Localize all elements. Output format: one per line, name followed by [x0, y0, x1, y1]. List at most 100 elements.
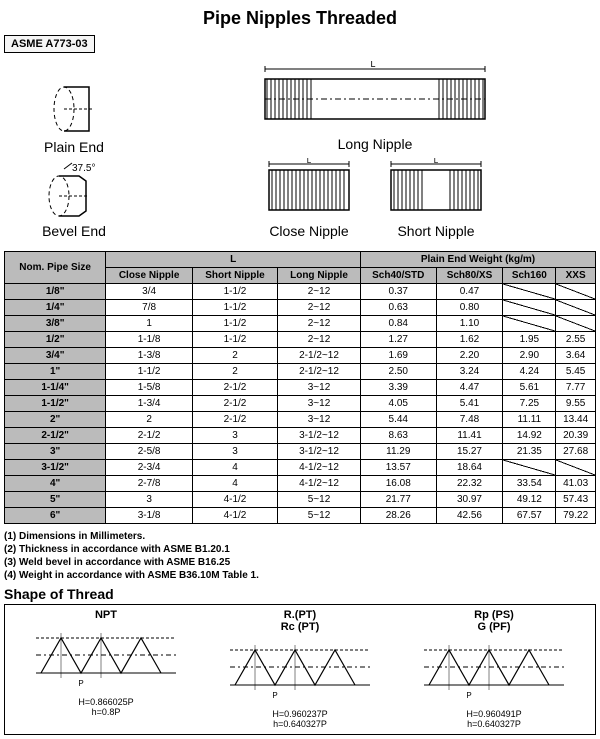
table-cell: 4-1/2~12	[278, 460, 361, 476]
table-cell: 11.41	[436, 428, 503, 444]
table-cell: 3-1/8	[106, 508, 193, 524]
bevel-angle-text: 37.5°	[72, 163, 95, 174]
close-nipple-diagram: L Close Nipple	[254, 158, 364, 239]
spec-table: Nom. Pipe Size L Plain End Weight (kg/m)…	[4, 251, 596, 524]
bevel-end-diagram: 37.5° Bevel End	[4, 161, 144, 239]
table-cell: 2-7/8	[106, 476, 193, 492]
table-cell: 3"	[5, 444, 106, 460]
table-row: 1/2"1-1/81-1/22~121.271.621.952.55	[5, 332, 596, 348]
table-cell: 9.55	[556, 396, 596, 412]
th-long: Long Nipple	[278, 268, 361, 284]
table-cell: 1"	[5, 364, 106, 380]
thread-label: R.(PT) Rc (PT)	[207, 609, 393, 633]
note-1: (1) Dimensions in Millimeters.	[4, 530, 596, 543]
table-cell: 1-1/2	[192, 284, 277, 300]
table-cell: 1.10	[436, 316, 503, 332]
diagrams-section: Plain End 37.5° Bevel End L	[4, 61, 596, 239]
table-cell: 3/4"	[5, 348, 106, 364]
table-cell: 57.43	[556, 492, 596, 508]
table-row: 2"22-1/23~125.447.4811.1113.44	[5, 412, 596, 428]
table-cell: 1-1/2	[106, 364, 193, 380]
table-cell: 5"	[5, 492, 106, 508]
table-cell: 2.90	[503, 348, 556, 364]
thread-formula: H=0.866025Ph=0.8P	[13, 698, 199, 718]
notes: (1) Dimensions in Millimeters. (2) Thick…	[4, 530, 596, 582]
table-cell: 79.22	[556, 508, 596, 524]
table-cell: 7.48	[436, 412, 503, 428]
table-cell: 3	[106, 492, 193, 508]
table-row: 5"34-1/25~1221.7730.9749.1257.43	[5, 492, 596, 508]
table-cell: 2.50	[360, 364, 436, 380]
bevel-end-label: Bevel End	[4, 223, 144, 239]
table-cell: 27.68	[556, 444, 596, 460]
short-nipple-diagram: L Short Nipple	[376, 158, 496, 239]
svg-text:L: L	[307, 158, 312, 165]
table-cell: 28.26	[360, 508, 436, 524]
table-cell: 2-1/2	[106, 428, 193, 444]
table-cell: 2~12	[278, 332, 361, 348]
table-cell: 3~12	[278, 412, 361, 428]
table-cell: 5~12	[278, 508, 361, 524]
table-cell: 4"	[5, 476, 106, 492]
table-cell: 2-1/2	[192, 412, 277, 428]
table-row: 1-1/2"1-3/42-1/23~124.055.417.259.55	[5, 396, 596, 412]
table-cell: 0.80	[436, 300, 503, 316]
table-cell: 1.95	[503, 332, 556, 348]
th-L: L	[106, 252, 361, 268]
table-cell: 3-1/2~12	[278, 444, 361, 460]
table-row: 6"3-1/84-1/25~1228.2642.5667.5779.22	[5, 508, 596, 524]
table-cell: 4-1/2	[192, 492, 277, 508]
table-cell: 2"	[5, 412, 106, 428]
table-row: 1/4"7/81-1/22~120.630.80	[5, 300, 596, 316]
table-row: 1"1-1/222-1/2~122.503.244.245.45	[5, 364, 596, 380]
table-cell: 1-3/4	[106, 396, 193, 412]
table-cell: 0.37	[360, 284, 436, 300]
table-cell: 2-1/2	[192, 380, 277, 396]
table-cell: 0.84	[360, 316, 436, 332]
th-xxs: XXS	[556, 268, 596, 284]
spec-code: ASME A773-03	[4, 35, 95, 53]
table-cell: 1-1/8	[106, 332, 193, 348]
table-cell: 30.97	[436, 492, 503, 508]
table-cell: 1.62	[436, 332, 503, 348]
thread-item: NPTPH=0.866025Ph=0.8P	[13, 609, 199, 730]
svg-text:P: P	[78, 679, 83, 688]
table-cell: 15.27	[436, 444, 503, 460]
table-cell: 2~12	[278, 284, 361, 300]
table-cell: 1-1/4"	[5, 380, 106, 396]
table-cell: 3	[192, 428, 277, 444]
table-cell: 14.92	[503, 428, 556, 444]
table-cell: 2	[192, 348, 277, 364]
th-short: Short Nipple	[192, 268, 277, 284]
table-cell: 2-3/4	[106, 460, 193, 476]
table-cell: 13.57	[360, 460, 436, 476]
thread-formula: H=0.960491Ph=0.640327P	[401, 710, 587, 730]
thread-formula: H=0.960237Ph=0.640327P	[207, 710, 393, 730]
th-s40: Sch40/STD	[360, 268, 436, 284]
plain-end-label: Plain End	[4, 139, 144, 155]
table-cell: 0.63	[360, 300, 436, 316]
table-cell: 2-1/2~12	[278, 364, 361, 380]
table-cell: 4.24	[503, 364, 556, 380]
table-cell: 21.77	[360, 492, 436, 508]
page-title: Pipe Nipples Threaded	[4, 8, 596, 29]
table-cell: 6"	[5, 508, 106, 524]
table-row: 3/8"11-1/22~120.841.10	[5, 316, 596, 332]
th-weight: Plain End Weight (kg/m)	[360, 252, 595, 268]
table-cell: 3	[192, 444, 277, 460]
table-cell: 2-1/2"	[5, 428, 106, 444]
table-cell: 49.12	[503, 492, 556, 508]
th-s80: Sch80/XS	[436, 268, 503, 284]
table-cell: 1-1/2	[192, 300, 277, 316]
table-cell	[503, 300, 556, 316]
table-cell: 21.35	[503, 444, 556, 460]
table-cell: 5.44	[360, 412, 436, 428]
thread-item: Rp (PS) G (PF)PH=0.960491Ph=0.640327P	[401, 609, 587, 730]
table-cell: 5~12	[278, 492, 361, 508]
thread-item: R.(PT) Rc (PT)PH=0.960237Ph=0.640327P	[207, 609, 393, 730]
table-cell: 3/8"	[5, 316, 106, 332]
table-cell: 2	[106, 412, 193, 428]
table-cell: 1-1/2	[192, 316, 277, 332]
note-4: (4) Weight in accordance with ASME B36.1…	[4, 569, 596, 582]
table-cell: 1.27	[360, 332, 436, 348]
